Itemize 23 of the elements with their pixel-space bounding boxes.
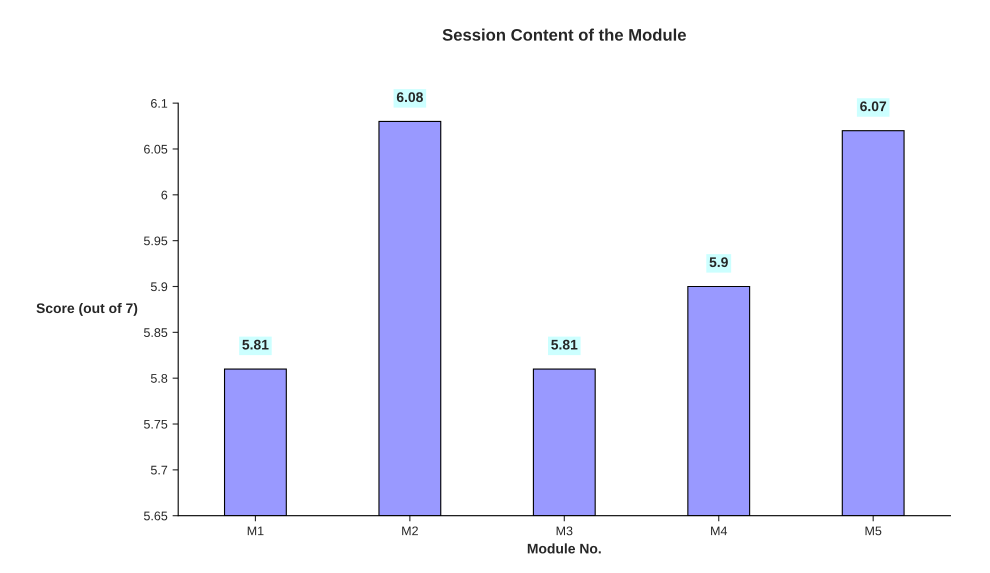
y-tick-label: 6 [161, 190, 168, 200]
chart-title: Session Content of the Module [442, 28, 686, 41]
y-axis-title: Score (out of 7) [36, 302, 138, 316]
x-tick-label: M3 [556, 526, 572, 536]
data-label: 6.08 [396, 92, 423, 102]
x-tick-label: M5 [866, 526, 882, 536]
x-tick-label: M4 [711, 526, 728, 536]
y-tick-label: 5.9 [150, 282, 168, 292]
y-tick-label: 6.1 [151, 98, 168, 108]
y-tick-label: 5.85 [144, 328, 168, 337]
x-tick-label: M2 [402, 526, 418, 536]
x-tick-label: M1 [248, 526, 264, 536]
y-tick-label: 6.05 [144, 144, 168, 154]
y-tick-label: 5.7 [150, 466, 168, 475]
y-tick-label: 5.95 [144, 236, 168, 246]
y-tick-label: 5.65 [144, 512, 168, 520]
data-label: 5.81 [242, 340, 269, 350]
y-tick-label: 5.75 [144, 420, 168, 429]
data-label: 6.07 [860, 101, 886, 112]
data-label: 5.81 [551, 340, 578, 350]
x-axis-title: Module No. [528, 543, 601, 554]
y-tick-label: 5.8 [150, 374, 168, 383]
data-label: 5.9 [710, 257, 728, 268]
